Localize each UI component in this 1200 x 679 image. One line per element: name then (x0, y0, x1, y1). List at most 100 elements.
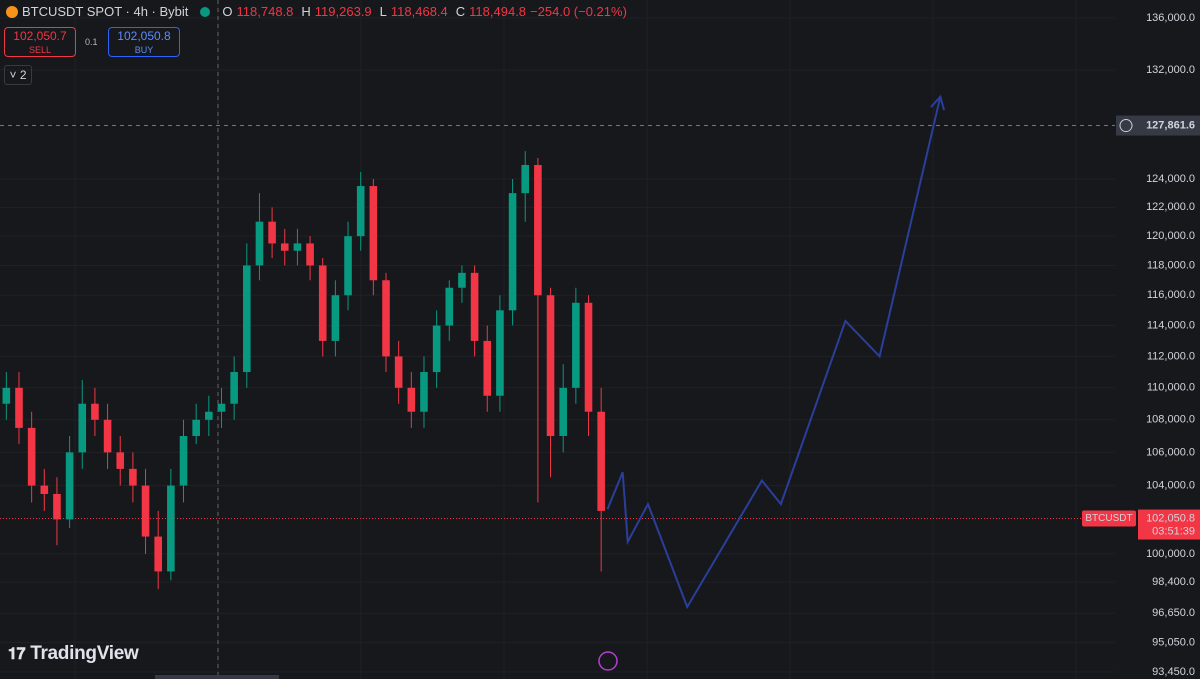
c-label: C (455, 4, 466, 19)
projection-line (606, 96, 942, 610)
symbol-tag: BTCUSDT (1085, 513, 1132, 524)
candle-body (458, 272, 466, 288)
candle-body (53, 493, 61, 520)
y-tick-label: 104,000.0 (1146, 479, 1195, 491)
candle-body (356, 186, 365, 237)
o-value: 118,748.8 (236, 4, 294, 19)
add-button (1119, 119, 1133, 133)
last-price-bg (1138, 509, 1200, 540)
indicators-toggle[interactable]: ˅ 2 (4, 65, 32, 85)
o-label: O (222, 4, 233, 19)
sell-button[interactable]: 102,050.7 SELL (4, 27, 76, 57)
candle-body (15, 387, 23, 428)
candle-body (394, 356, 403, 388)
c-value: 118,494.8 (469, 4, 527, 19)
y-tick-label: 98,400.0 (1152, 576, 1195, 588)
y-tick-label: 118,000.0 (1147, 259, 1195, 271)
y-tick-label: 110,000.0 (1147, 382, 1195, 394)
symbol[interactable]: BTCUSDT SPOT · 4h · Bybit (22, 4, 189, 19)
last-price-label: 102,050.8 (1146, 512, 1195, 524)
y-tick-label: 108,000.0 (1146, 414, 1195, 426)
candle-body (432, 325, 441, 373)
sell-label: SELL (28, 45, 52, 55)
change: −254.0 (−0.21%) (530, 4, 627, 19)
candle-body (129, 468, 137, 486)
candle-body (192, 419, 200, 436)
y-tick-label: 114,000.0 (1147, 319, 1195, 331)
market-status (200, 6, 211, 17)
candle-body (318, 265, 327, 341)
candle-body (344, 236, 352, 296)
candle-body (78, 403, 87, 453)
h-label: H (301, 4, 311, 19)
y-tick-label: 112,000.0 (1147, 350, 1195, 362)
logo-mark: 𝟏𝟕 (8, 646, 26, 663)
candle-body (546, 295, 555, 436)
y-tick-label: 93,450.0 (1152, 666, 1195, 678)
candle-body (103, 419, 112, 453)
y-tick-label: 136,000.0 (1146, 12, 1195, 24)
candle-body (559, 387, 567, 436)
candle-body (597, 411, 605, 511)
candle-body (508, 193, 517, 311)
y-tick-label: 132,000.0 (1146, 64, 1195, 76)
candle-body (584, 302, 593, 412)
crosshair-label: 127,861.6 (1146, 119, 1195, 131)
l-value: 118,468.4 (390, 4, 448, 19)
y-tick-label: 124,000.0 (1146, 173, 1195, 185)
candle-body (280, 243, 289, 251)
l-label: L (379, 4, 387, 19)
candle-body (420, 372, 428, 412)
candle-body (167, 485, 175, 572)
candle-body (40, 485, 49, 494)
y-tick-label: 122,000.0 (1146, 201, 1195, 213)
y-tick-label: 120,000.0 (1146, 230, 1195, 242)
candle-body (268, 221, 276, 244)
candle-body (496, 310, 504, 396)
candle-body (382, 280, 390, 357)
candle-body (407, 387, 416, 412)
crosshair-label-bg (1116, 115, 1200, 136)
symbol-tag-bg (1082, 510, 1136, 527)
countdown: 03:51:39 (1152, 525, 1195, 537)
candle-body (116, 452, 125, 469)
candle-body (91, 403, 99, 420)
candle-body (2, 387, 11, 404)
candle-body (369, 186, 378, 281)
buy-label: BUY (134, 45, 154, 55)
scrollbar (155, 675, 279, 679)
candle-body (255, 221, 264, 266)
buy-button[interactable]: 102,050.8 BUY (108, 27, 180, 57)
logo: 𝟏𝟕 TradingView (8, 643, 139, 665)
legend: BTCUSDT SPOT · 4h · Bybit O 118,748.8 H 11… (6, 4, 627, 19)
y-tick-label: 116,000.0 (1147, 289, 1195, 301)
lightning-icon (598, 651, 618, 671)
candle-body (65, 452, 74, 520)
candle-body (293, 243, 302, 251)
candle-body (470, 272, 479, 341)
candle-body (242, 265, 251, 373)
candle-body (205, 411, 213, 420)
y-tick-label: 106,000.0 (1146, 446, 1195, 458)
quantity: 0.1 (85, 37, 98, 47)
logo-text: TradingView (30, 643, 139, 664)
projection-arrow (930, 94, 946, 111)
h-value: 119,263.9 (314, 4, 372, 19)
candle-body (445, 287, 454, 326)
sell-price: 102,050.7 (13, 29, 67, 43)
candle-body (230, 372, 238, 404)
buy-price: 102,050.8 (117, 29, 171, 43)
candle-body (27, 427, 36, 486)
y-tick-label: 95,050.0 (1152, 636, 1195, 648)
candle-body (306, 243, 314, 266)
candle-body (154, 536, 162, 572)
candle-body (179, 435, 188, 486)
candle-body (534, 165, 542, 296)
y-tick-label: 96,650.0 (1152, 607, 1195, 619)
coin-icon (6, 5, 18, 18)
indicator-count: 2 (19, 68, 27, 82)
candle-body (331, 295, 340, 341)
candle-body (217, 403, 226, 412)
